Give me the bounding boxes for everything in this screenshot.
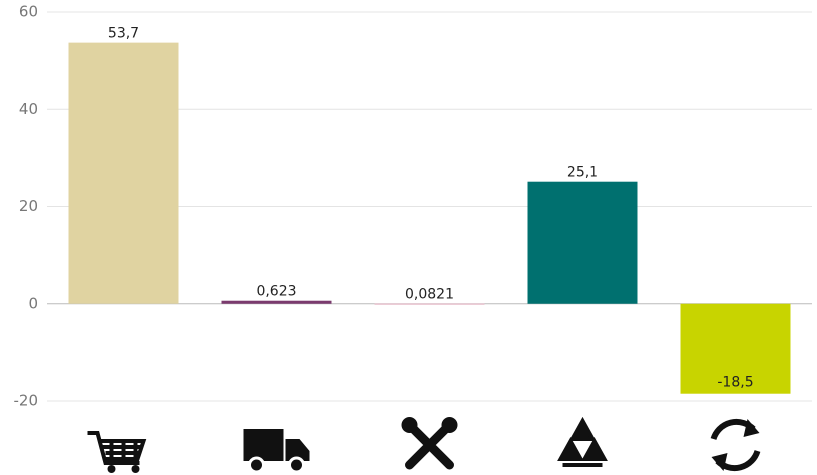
- value-label: 25,1: [567, 165, 598, 181]
- bar: [527, 181, 638, 304]
- category-icon: [87, 431, 147, 473]
- bar: [68, 42, 179, 304]
- bar: [680, 303, 791, 394]
- category-icon: [401, 417, 458, 470]
- truck-wheel: [288, 456, 305, 474]
- bar: [374, 303, 485, 305]
- value-label: 0,0821: [405, 286, 454, 302]
- cart-wheel: [131, 465, 140, 473]
- y-tick-label: 60: [19, 3, 38, 21]
- y-tick-label: 0: [28, 294, 38, 312]
- category-icon: [557, 416, 608, 467]
- tools-head: [401, 417, 418, 433]
- cart-icon: [87, 431, 147, 465]
- value-label: 0,623: [256, 284, 296, 300]
- refresh-arrow: [711, 419, 760, 471]
- truck-icon: [243, 429, 310, 461]
- tools-head: [441, 417, 458, 433]
- y-tick-label: 40: [19, 100, 38, 118]
- category-icon: [710, 418, 761, 472]
- bar: [221, 300, 332, 304]
- y-tick-label: 20: [19, 197, 38, 215]
- value-label: 53,7: [108, 26, 139, 42]
- y-tick-label: -20: [14, 392, 39, 410]
- truck-wheel: [248, 456, 265, 474]
- value-label: -18,5: [717, 375, 753, 391]
- category-icon: [243, 429, 310, 474]
- cart-wheel: [107, 465, 116, 473]
- tools-icon: [405, 420, 454, 470]
- recycle-icon: [557, 416, 608, 467]
